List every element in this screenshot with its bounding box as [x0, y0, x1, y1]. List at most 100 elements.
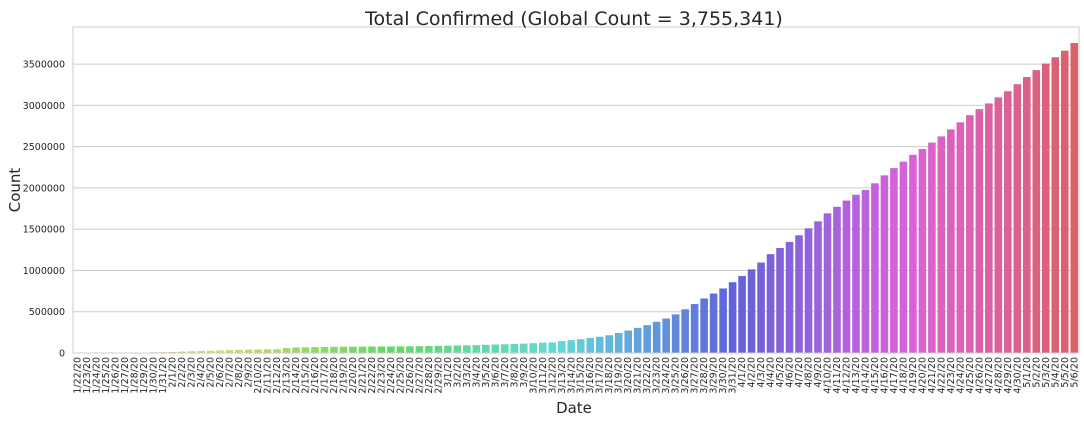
y-tick-label: 3500000 [23, 60, 65, 71]
bar [501, 344, 509, 353]
x-tick-label: 4/4/20 [766, 357, 777, 388]
x-tick-label: 3/27/20 [690, 357, 701, 394]
x-tick-label: 4/2/20 [747, 357, 758, 388]
x-tick-label: 4/8/20 [804, 357, 815, 388]
x-tick-label: 3/24/20 [661, 357, 672, 394]
bar [387, 346, 395, 353]
bar [966, 115, 974, 353]
bar [320, 346, 329, 353]
x-tick-label: 3/30/20 [718, 357, 729, 394]
bar [557, 341, 566, 353]
bar [520, 343, 528, 353]
bar [1013, 84, 1022, 353]
bar [937, 136, 946, 353]
bar [358, 346, 367, 353]
bar [671, 314, 680, 353]
x-tick-label: 4/17/20 [889, 357, 900, 394]
x-tick-label: 5/6/20 [1069, 357, 1080, 388]
y-tick-label: 1000000 [23, 266, 65, 277]
x-tick-label: 1/29/20 [139, 357, 150, 394]
x-tick-label: 3/26/20 [680, 357, 691, 394]
x-tick-label: 4/19/20 [908, 357, 919, 394]
bar [614, 332, 623, 353]
x-tick-label: 3/2/20 [452, 357, 463, 388]
x-tick-label: 2/19/20 [338, 357, 349, 394]
x-tick-label: 2/9/20 [244, 357, 255, 388]
bar [491, 344, 500, 353]
x-tick-label: 2/25/20 [395, 357, 406, 394]
x-tick-label: 3/25/20 [671, 357, 682, 394]
bar [434, 345, 443, 353]
x-tick-labels: 1/22/201/23/201/24/201/25/201/26/201/27/… [73, 357, 1081, 394]
x-tick-label: 2/6/20 [215, 357, 226, 388]
x-tick-label: 1/24/20 [92, 357, 103, 394]
bar [482, 344, 490, 353]
bar [406, 346, 414, 353]
bar [178, 351, 186, 353]
x-tick-label: 2/26/20 [405, 357, 416, 394]
x-tick-label: 5/5/20 [1060, 357, 1071, 388]
x-tick-label: 2/11/20 [263, 357, 274, 394]
bar [975, 109, 984, 353]
x-tick-label: 4/1/20 [737, 357, 748, 388]
bar [339, 346, 348, 353]
bar [785, 241, 794, 353]
bar [187, 351, 196, 353]
bar [956, 122, 965, 353]
x-tick-label: 2/21/20 [357, 357, 368, 394]
bar [244, 349, 253, 353]
x-tick-label: 3/16/20 [585, 357, 596, 394]
x-tick-label: 3/8/20 [509, 357, 520, 388]
x-tick-label: 3/21/20 [633, 357, 644, 394]
x-tick-label: 4/6/20 [785, 357, 796, 388]
bars-group [73, 43, 1079, 354]
bar [757, 262, 765, 353]
y-tick-labels: 0 500000 1000000 1500000 2000000 2500000 30000… [23, 60, 65, 360]
bar [709, 293, 718, 353]
bar [273, 349, 281, 353]
bar [254, 349, 262, 353]
x-tick-label: 4/10/20 [823, 357, 834, 394]
x-tick-label: 3/12/20 [547, 357, 558, 394]
x-tick-label: 2/13/20 [282, 357, 293, 394]
x-axis-title: Date [556, 399, 592, 417]
x-tick-label: 2/2/20 [177, 357, 188, 388]
bar [576, 339, 585, 353]
bar [425, 346, 433, 353]
x-tick-label: 2/14/20 [291, 357, 302, 394]
x-tick-label: 3/10/20 [528, 357, 539, 394]
x-tick-label: 2/22/20 [367, 357, 378, 394]
bar [985, 103, 993, 353]
x-tick-label: 4/21/20 [927, 357, 938, 394]
bar [918, 148, 927, 353]
x-tick-label: 4/16/20 [879, 357, 890, 394]
x-tick-label: 1/31/20 [158, 357, 169, 394]
y-tick-label: 500000 [29, 307, 65, 318]
bar [567, 340, 576, 353]
x-tick-label: 2/10/20 [253, 357, 264, 394]
x-tick-label: 5/3/20 [1041, 357, 1052, 388]
bar [292, 347, 300, 353]
x-tick-label: 3/18/20 [604, 357, 615, 394]
bar [330, 346, 338, 353]
x-tick-label: 2/16/20 [310, 357, 321, 394]
x-tick-label: 1/23/20 [82, 357, 93, 394]
x-tick-label: 4/29/20 [1003, 357, 1014, 394]
x-tick-label: 2/8/20 [234, 357, 245, 388]
bar [1004, 91, 1012, 353]
x-tick-label: 2/27/20 [414, 357, 425, 394]
x-tick-label: 3/29/20 [709, 357, 720, 394]
bar [472, 345, 481, 353]
plot-frame [72, 26, 1080, 354]
bar [548, 342, 557, 353]
y-tick-label: 1500000 [23, 225, 65, 236]
bar [719, 288, 727, 353]
bar [947, 129, 955, 353]
bar [197, 351, 205, 353]
bar [1032, 70, 1041, 353]
bar [529, 343, 538, 353]
x-tick-label: 2/7/20 [225, 357, 236, 388]
bar [738, 276, 746, 353]
x-tick-label: 3/9/20 [519, 357, 530, 388]
